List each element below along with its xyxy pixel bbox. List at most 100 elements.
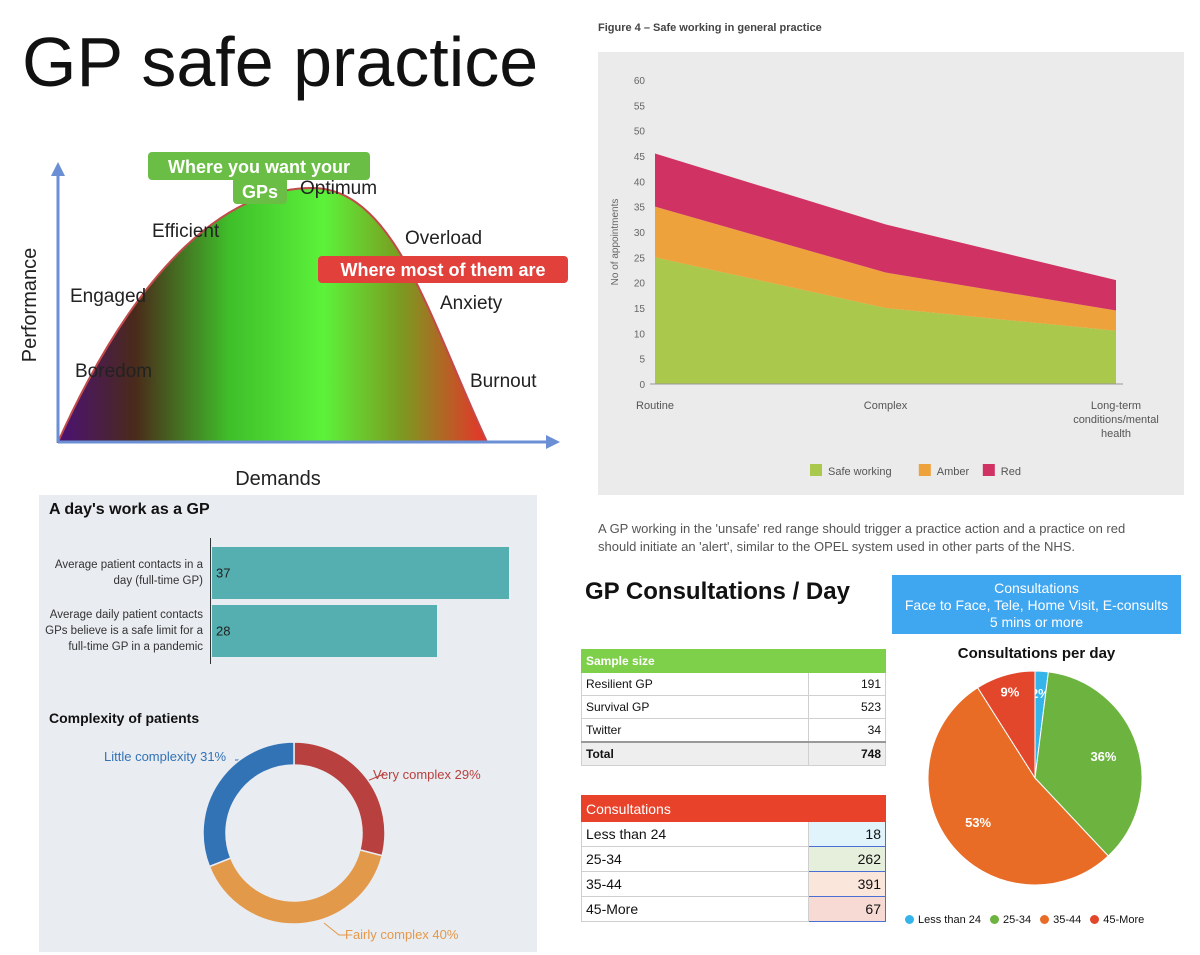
figure4-xtick-routine: Routine [636,400,674,412]
pie-title: Consultations per day [957,645,1116,662]
figure4-ytick: 5 [639,355,645,366]
figure4-ytick: 40 [634,177,646,188]
row-label: Survival GP [581,695,809,719]
callout-want-box-1 [148,152,370,180]
donut-label-little: Little complexity 31% [104,749,227,764]
figure4-ytick: 25 [634,253,646,264]
page-title: GP safe practice [22,23,539,101]
pie-legend-item: 25-34 [990,914,1031,926]
complexity-title: Complexity of patients [49,710,200,726]
sample-size-header: Sample size [581,649,886,673]
figure4-ytick: 60 [634,76,646,87]
day-work-panel: A day's work as a GP Average patient con… [39,495,537,952]
pie-label-3: 9% [1000,685,1019,700]
table-row: Survival GP 523 [581,695,886,719]
figure4-area-red [655,153,1116,311]
row-value: 391 [808,871,886,897]
figure4-ytick: 10 [634,329,646,340]
figure4-ytick: 50 [634,127,646,138]
pie-legend-item: 45-More [1090,914,1144,926]
pie-slice-1 [1034,671,1143,857]
row-value: 67 [808,896,886,922]
figure4-ytick: 30 [634,228,646,239]
total-value: 748 [808,741,886,766]
figure4-area-chart: No of appointments 0 5 10 15 20 25 30 35 40 45 50 5… [610,76,1159,478]
table-row: 45-More 67 [581,896,886,922]
pie-label-1: 36% [1090,749,1116,764]
consultations-heading: GP Consultations / Day [585,578,850,605]
bar-axis [210,538,211,664]
figure4-panel: No of appointments 0 5 10 15 20 25 30 35 40 45 50 5… [598,52,1184,495]
callout-want-line-2: GPs [242,182,278,202]
bar-patient-contacts: 37 [212,547,509,599]
info-line-3: 5 mins or more [989,614,1084,630]
row-label: 25-34 [581,846,809,872]
pie-legend-dot [1090,915,1100,924]
figure4-note: A GP working in the 'unsafe' red range s… [598,521,1126,554]
callout-want-box-2 [233,177,287,204]
donut-slice-2 [202,741,295,868]
figure4-ytick: 55 [634,101,646,112]
table-row: 35-44 391 [581,871,886,897]
label-engaged: Engaged [70,286,146,307]
bar-safe-limit: 28 [212,605,437,657]
row-value: 523 [808,695,886,719]
pie-legend: Less than 24 25-34 35-44 45-More [905,914,1153,926]
label-burnout: Burnout [470,371,537,392]
x-axis-arrowhead [546,435,560,449]
figure4-legend-swatch [918,464,931,476]
figure4-xtick-longterm: Long-term conditions/mental health [1073,400,1159,440]
pie-legend-dot [905,915,914,924]
row-label: 35-44 [581,871,809,897]
pie-slice-3 [976,670,1036,780]
pie-legend-item: Less than 24 [905,914,981,926]
figure4-legend-label: Red [1001,466,1021,478]
pie-slice-2 [927,686,1109,886]
curve-ylabel: Performance [19,248,41,363]
bar-label-2: Average daily patient contacts GPs belie… [45,609,203,653]
figure4-area-amber [655,206,1116,331]
info-line-2: Face to Face, Tele, Home Visit, E-consul… [904,597,1169,613]
callout-most: Where most of them are [340,260,545,280]
row-label: Twitter [581,718,809,743]
day-work-title: A day's work as a GP [49,501,210,518]
callout-most-box [318,256,568,283]
pie-label-2: 53% [965,815,991,830]
pie-legend-label: 25-34 [1003,914,1032,926]
donut-label-very: Very complex 29% [373,767,481,782]
row-label: 45-More [581,896,809,922]
donut-label-fairly: Fairly complex 40% [345,927,459,942]
pie-legend-dot [1040,915,1050,924]
total-label: Total [581,741,809,766]
row-label: Resilient GP [581,672,809,696]
figure4-xtick-complex: Complex [864,400,908,412]
label-boredom: Boredom [75,361,152,382]
row-value: 18 [808,821,886,847]
consultations-table: Consultations Less than 24 18 25-34 262 35… [581,795,886,922]
complexity-donut [202,741,386,936]
performance-curve-area [56,186,489,443]
table-row: Twitter 34 [581,718,886,743]
consultations-pie: 2%36%53%9% [927,670,1143,886]
figure4-legend-label: Amber [937,466,970,478]
curve-xlabel: Demands [235,468,321,490]
figure4-caption: Figure 4 – Safe working in general pract… [598,22,822,34]
row-value: 191 [808,672,886,696]
label-anxiety: Anxiety [440,293,503,314]
pie-legend-label: 45-More [1103,914,1145,926]
row-label: Less than 24 [581,821,809,847]
table-row: Less than 24 18 [581,821,886,847]
y-axis-arrowhead [51,162,65,176]
pie-legend-item: 35-44 [1040,914,1081,926]
callout-want-line-1: Where you want your [168,157,350,177]
figure4-legend-swatch [810,464,822,476]
leader-fairly [323,922,347,936]
label-overload: Overload [405,228,482,249]
bar-label-1: Average patient contacts in a day (full-… [54,559,203,587]
info-line-1: Consultations [994,580,1079,596]
performance-curve: Performance Demands Boredom Engaged Effi… [19,152,568,490]
pie-legend-label: 35-44 [1053,914,1082,926]
pie-legend-label: Less than 24 [918,914,981,926]
label-optimum: Optimum [300,178,377,199]
row-value: 262 [808,846,886,872]
